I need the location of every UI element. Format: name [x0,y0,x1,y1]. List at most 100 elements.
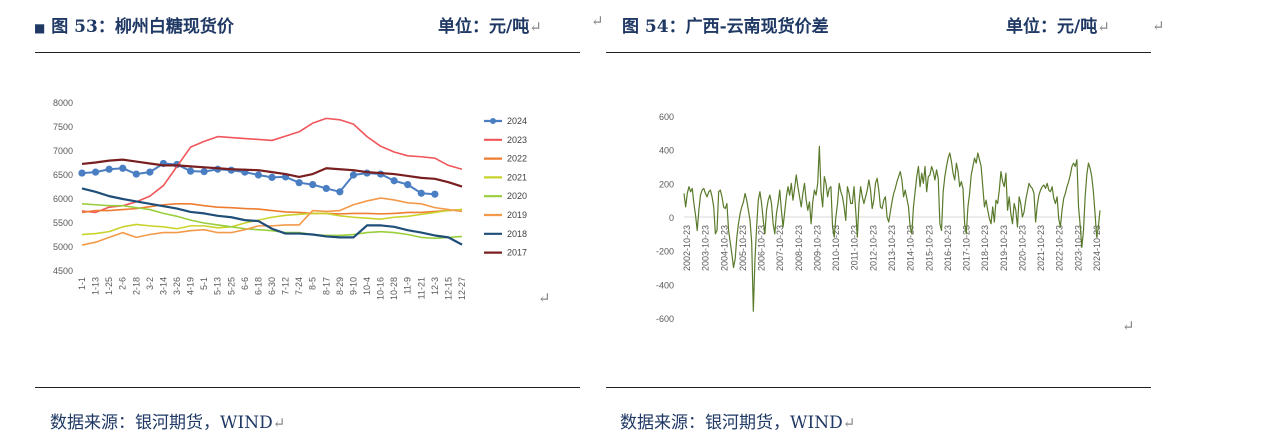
x-tick-label: 2015-10-23 [924,225,934,271]
y-tick-label: 7500 [53,122,73,132]
x-tick-label: 2002-10-23 [682,225,692,271]
x-tick-label: 2010-10-23 [831,225,841,271]
y-tick-label: -200 [656,247,674,257]
legend-label-2018: 2018 [507,229,527,239]
y-tick-label: 7000 [53,146,73,156]
right-source-note: 数据来源：银河期货，WIND↵ [620,413,856,433]
x-tick-label: 2020-10-23 [1017,225,1027,271]
return-mark: ↵ [538,289,551,307]
y-tick-label: 4500 [53,266,73,276]
x-tick-label: 9-10 [348,277,358,295]
x-tick-label: 10-4 [362,277,372,295]
x-tick-label: 2022-10-23 [1055,225,1065,271]
series-point-2024 [295,179,303,187]
x-tick-label: 11-21 [416,277,426,299]
legend-label-2022: 2022 [507,154,527,164]
x-tick-label: 2006-10-23 [757,225,767,271]
series-line-2024 [81,162,435,196]
x-tick-label: 2014-10-23 [906,225,916,271]
series-point-2024 [309,181,317,189]
x-tick-label: 2018-10-23 [980,225,990,271]
series-point-2024 [417,189,425,197]
x-tick-label: 10-16 [376,277,386,300]
right-chart-title: 图 54：广西-云南现货价差 [622,17,829,37]
x-tick-label: 1-13 [91,277,101,295]
right-top-rule [606,52,1151,53]
x-tick-label: 2019-10-23 [999,225,1009,271]
legend-label-2017: 2017 [507,248,527,258]
x-tick-label: 2007-10-23 [775,225,785,271]
series-line-2022 [81,203,463,215]
series-line-2023 [81,117,463,214]
x-tick-label: 2-18 [131,277,141,295]
x-tick-label: 5-25 [226,277,236,295]
x-tick-label: 2004-10-23 [719,225,729,271]
right-bottom-rule [606,387,1151,388]
y-tick-label: 600 [659,112,674,122]
right-panel: ↵ 图 54：广西-云南现货价差 单位：元/吨↵ -600 -400 -200 0 20… [591,0,1271,442]
y-tick-label: 6000 [53,194,73,204]
legend-marker-2024 [490,118,496,124]
return-mark: ↵ [591,12,604,30]
legend-label-2020: 2020 [507,191,527,201]
x-tick-label: 8-17 [321,277,331,295]
x-tick-label: 8-5 [308,277,318,290]
series-point-2024 [146,168,154,176]
x-tick-label: 6-18 [253,277,263,295]
x-tick-label: 2005-10-23 [738,225,748,271]
x-tick-label: 7-24 [294,277,304,295]
left-source-note: 数据来源：银河期货，WIND↵ [50,413,286,433]
legend-label-2023: 2023 [507,135,527,145]
x-tick-label: 2016-10-23 [943,225,953,271]
series-line-2021 [81,208,463,236]
left-panel: ■ 图 53：柳州白糖现货价 单位：元/吨↵ 4500 5000 5500 6000 6… [0,0,590,442]
x-tick-label: 3-26 [172,277,182,295]
legend-label-2019: 2019 [507,210,527,220]
series-line-2018 [81,187,463,246]
x-tick-label: 10-28 [389,277,399,300]
series-line-2019 [81,197,463,246]
series-point-2024 [132,170,140,178]
left-top-rule [35,52,580,53]
right-unit-label: 单位：元/吨↵ [1006,17,1110,37]
series-point-2024 [78,169,86,177]
x-tick-label: 2011-10-23 [850,225,860,270]
series-point-2024 [268,173,276,181]
x-tick-label: 12-3 [430,277,440,295]
series-point-2024 [254,171,263,179]
series-point-2024 [349,171,358,179]
series-point-2024 [431,190,439,198]
return-mark: ↵ [1122,317,1135,335]
legend-label-2021: 2021 [507,172,527,182]
x-tick-label: 11-9 [403,277,413,294]
series-point-2024 [404,181,412,189]
x-tick-label: 6-6 [240,277,250,290]
series-line-2017 [81,158,463,188]
x-tick-label: 2012-10-23 [868,225,878,271]
series-point-2024 [200,168,208,176]
series-point-2024 [322,184,330,193]
y-tick-label: -400 [656,280,674,290]
x-tick-label: 2017-10-23 [962,225,972,271]
x-tick-label: 2008-10-23 [794,225,804,271]
x-tick-label: 8-29 [335,277,345,295]
spread-series-line [683,145,1101,312]
series-line-2020 [81,203,463,240]
series-point-2024 [186,167,195,175]
series-point-2024 [91,168,100,176]
y-tick-label: 400 [659,146,674,156]
x-tick-label: 12-27 [457,277,467,300]
y-tick-label: 6500 [53,170,73,180]
x-tick-label: 1-1 [77,277,87,290]
series-point-2024 [119,164,127,172]
y-tick-label: 200 [659,179,674,189]
x-tick-label: 5-13 [213,277,223,295]
y-tick-label: 5000 [53,242,73,252]
x-tick-label: 2-6 [118,277,128,290]
series-point-2024 [105,165,113,173]
x-tick-label: 3-14 [158,277,168,295]
x-tick-label: 3-2 [145,277,155,290]
y-tick-label: 5500 [53,218,73,228]
x-tick-label: 1-25 [104,277,114,295]
